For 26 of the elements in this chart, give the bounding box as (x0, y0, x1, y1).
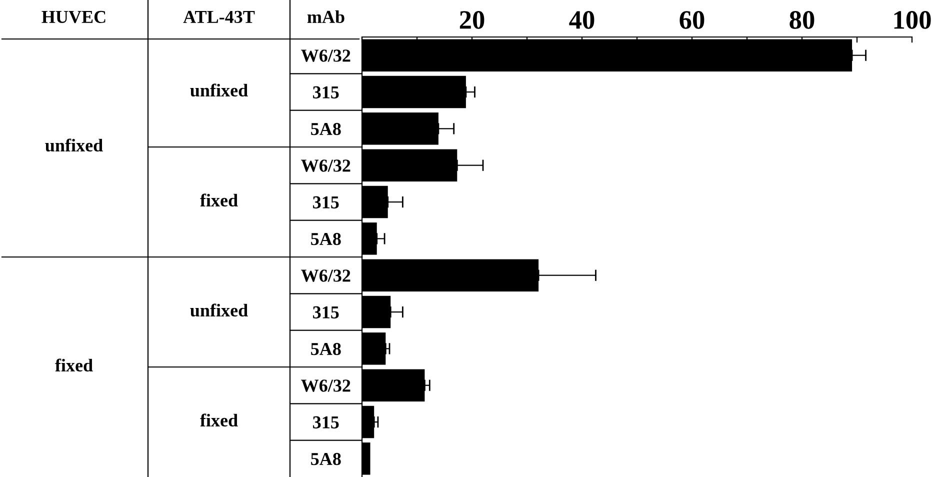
x-tick-label: 60 (680, 11, 704, 29)
text: unfixed (190, 304, 248, 317)
y-tick-label: 5A8 (311, 342, 341, 356)
y-tick-label: 315 (313, 416, 339, 428)
y-tick-label: 5A8 (311, 452, 341, 466)
x-tick-label: 80 (790, 11, 814, 29)
y-tick-label: W6/32 (301, 50, 350, 62)
y-tick-label: W6/32 (301, 380, 350, 392)
text: fixed (200, 414, 238, 427)
text: unfixed (45, 138, 103, 152)
text: fixed (200, 194, 238, 207)
x-tick-label: 20 (460, 11, 484, 29)
text: HUVEC (42, 10, 106, 24)
y-tick-label: 5A8 (311, 122, 341, 136)
x-tick-label: 100 (894, 11, 931, 29)
text: mAb (307, 10, 344, 24)
y-tick-label: 315 (313, 306, 339, 318)
text: ATL-43T (183, 10, 255, 24)
y-tick-label: W6/32 (301, 160, 350, 172)
text: unfixed (190, 84, 248, 97)
y-tick-label: W6/32 (301, 270, 350, 282)
y-tick-label: 5A8 (311, 232, 341, 246)
x-tick-label: 40 (569, 11, 594, 29)
text: fixed (55, 358, 93, 372)
y-tick-label: 315 (313, 196, 339, 208)
y-tick-label: 315 (313, 86, 339, 98)
